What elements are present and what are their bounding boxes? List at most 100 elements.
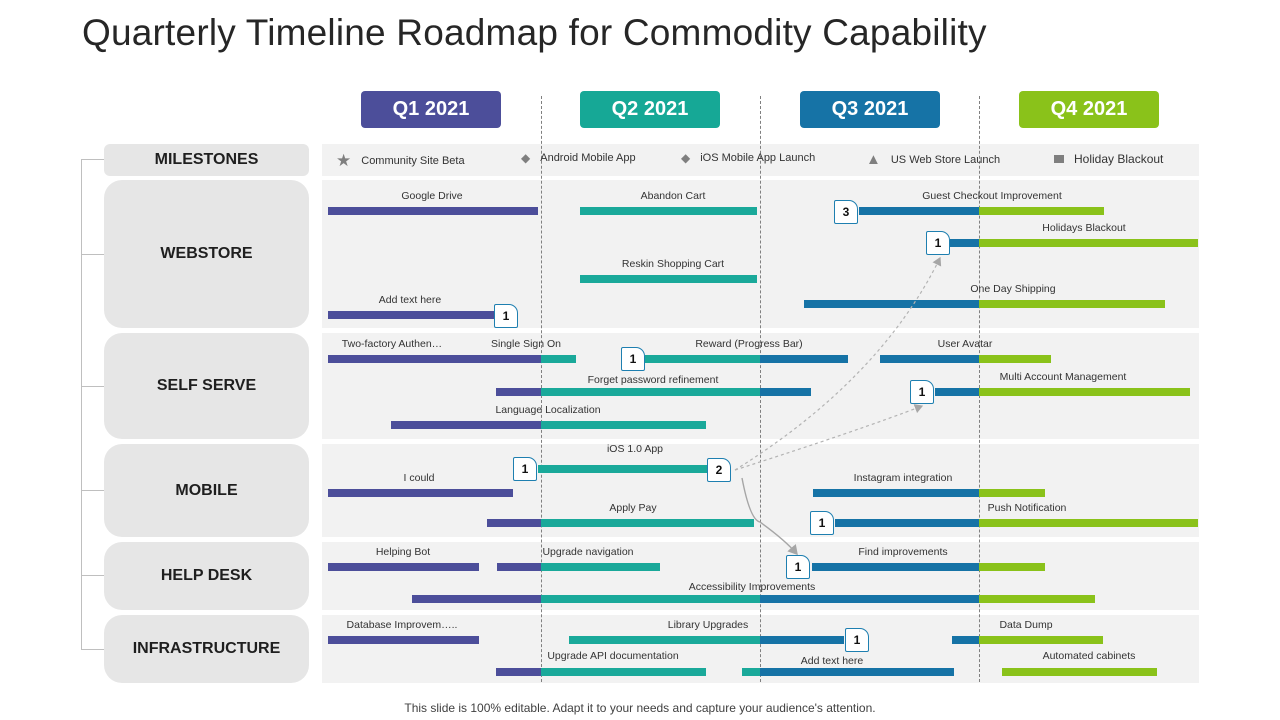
task-bar bbox=[950, 239, 979, 247]
dependency-badge: 1 bbox=[513, 457, 537, 481]
milestone-community-site-beta: ★ Community Site Beta bbox=[336, 151, 465, 171]
task-label: Upgrade API documentation bbox=[547, 650, 679, 662]
dependency-badge: 1 bbox=[910, 380, 934, 404]
quarter-header-q2: Q2 2021 bbox=[580, 91, 720, 128]
task-bar bbox=[804, 300, 979, 308]
task-bar bbox=[760, 355, 848, 363]
dependency-badge: 1 bbox=[926, 231, 950, 255]
task-label: Accessibility Improvements bbox=[688, 581, 816, 593]
milestone-label: iOS Mobile App Launch bbox=[700, 152, 816, 164]
page-title: Quarterly Timeline Roadmap for Commodity… bbox=[82, 12, 987, 53]
bracket-tick bbox=[81, 649, 104, 650]
task-bar bbox=[760, 668, 954, 676]
task-bar bbox=[580, 207, 757, 215]
task-bar bbox=[328, 355, 541, 363]
task-bar bbox=[538, 465, 708, 473]
milestone-holiday-blackout: Holiday Blackout bbox=[1054, 152, 1163, 166]
bracket-tick bbox=[81, 386, 104, 387]
task-label: Automated cabinets bbox=[1042, 650, 1136, 662]
task-bar bbox=[812, 563, 979, 571]
task-label: Language Localization bbox=[495, 404, 601, 416]
task-label: Find improvements bbox=[858, 546, 948, 558]
milestone-android-app: ◆ Android Mobile App bbox=[521, 151, 636, 165]
task-label: Instagram integration bbox=[853, 472, 953, 484]
task-label: One Day Shipping bbox=[970, 283, 1056, 295]
category-mobile: MOBILE bbox=[104, 444, 309, 537]
category-bracket bbox=[81, 159, 82, 649]
bracket-tick bbox=[81, 159, 104, 160]
task-bar bbox=[979, 207, 1104, 215]
quarter-header-q3: Q3 2021 bbox=[800, 91, 940, 128]
task-bar bbox=[835, 519, 979, 527]
category-webstore: WEBSTORE bbox=[104, 180, 309, 328]
category-milestones: MILESTONES bbox=[104, 144, 309, 176]
task-bar bbox=[1002, 668, 1157, 676]
task-bar bbox=[569, 636, 760, 644]
task-bar bbox=[880, 355, 979, 363]
task-label: Helping Bot bbox=[375, 546, 431, 558]
task-bar bbox=[935, 388, 979, 396]
task-bar bbox=[496, 668, 541, 676]
bracket-tick bbox=[81, 254, 104, 255]
warning-icon: ▲ bbox=[866, 151, 881, 168]
task-label: Holidays Blackout bbox=[1042, 222, 1126, 234]
task-bar bbox=[979, 563, 1045, 571]
task-bar bbox=[412, 595, 541, 603]
task-bar bbox=[497, 563, 541, 571]
task-bar bbox=[328, 563, 479, 571]
diamond-icon: ◆ bbox=[681, 151, 691, 165]
milestone-label: Android Mobile App bbox=[540, 152, 636, 164]
footer-note: This slide is 100% editable. Adapt it to… bbox=[404, 701, 876, 715]
task-label: Add text here bbox=[800, 655, 864, 667]
task-label: Guest Checkout Improvement bbox=[922, 190, 1062, 202]
task-bar bbox=[541, 563, 660, 571]
task-label: Database Improvem….. bbox=[346, 619, 458, 631]
task-label: Multi Account Management bbox=[999, 371, 1127, 383]
quarter-header-q4: Q4 2021 bbox=[1019, 91, 1159, 128]
task-bar bbox=[328, 207, 538, 215]
task-bar bbox=[952, 636, 979, 644]
bracket-tick bbox=[81, 490, 104, 491]
task-label: Upgrade navigation bbox=[542, 546, 634, 558]
diamond-icon: ◆ bbox=[521, 151, 531, 165]
task-bar bbox=[541, 668, 706, 676]
task-bar bbox=[328, 636, 479, 644]
task-bar bbox=[541, 388, 760, 396]
task-bar bbox=[496, 388, 541, 396]
task-label: Abandon Cart bbox=[640, 190, 706, 202]
task-bar bbox=[541, 355, 576, 363]
milestone-ios-app-launch: ◆ iOS Mobile App Launch bbox=[681, 151, 815, 165]
task-bar bbox=[391, 421, 541, 429]
dependency-badge: 1 bbox=[494, 304, 518, 328]
dependency-badge: 1 bbox=[845, 628, 869, 652]
task-bar bbox=[742, 668, 760, 676]
dependency-badge: 3 bbox=[834, 200, 858, 224]
task-bar bbox=[979, 489, 1045, 497]
task-label: Two-factory Authen… bbox=[341, 338, 443, 350]
dependency-badge: 1 bbox=[786, 555, 810, 579]
task-bar bbox=[487, 519, 541, 527]
milestone-label: US Web Store Launch bbox=[890, 153, 1001, 166]
task-label: User Avatar bbox=[937, 338, 993, 350]
task-bar bbox=[859, 207, 979, 215]
milestone-label: Holiday Blackout bbox=[1074, 152, 1164, 166]
task-bar bbox=[328, 489, 513, 497]
task-bar bbox=[979, 239, 1198, 247]
dependency-badge: 1 bbox=[621, 347, 645, 371]
task-bar bbox=[760, 388, 811, 396]
milestone-label: Community Site Beta bbox=[361, 155, 465, 167]
task-bar bbox=[979, 388, 1190, 396]
square-icon bbox=[1054, 155, 1064, 163]
task-label: Google Drive bbox=[401, 190, 463, 202]
task-bar bbox=[760, 636, 844, 644]
task-label: Push Notification bbox=[987, 502, 1067, 514]
task-label: Data Dump bbox=[999, 619, 1053, 631]
task-label: Reskin Shopping Cart bbox=[621, 258, 725, 270]
task-label: Library Upgrades bbox=[667, 619, 749, 631]
task-bar bbox=[979, 595, 1095, 603]
category-self-serve: SELF SERVE bbox=[104, 333, 309, 439]
task-bar bbox=[979, 300, 1165, 308]
task-label: Add text here bbox=[378, 294, 442, 306]
task-bar bbox=[541, 519, 754, 527]
milestone-us-web-store: ▲ US Web Store Launch bbox=[866, 151, 1000, 168]
